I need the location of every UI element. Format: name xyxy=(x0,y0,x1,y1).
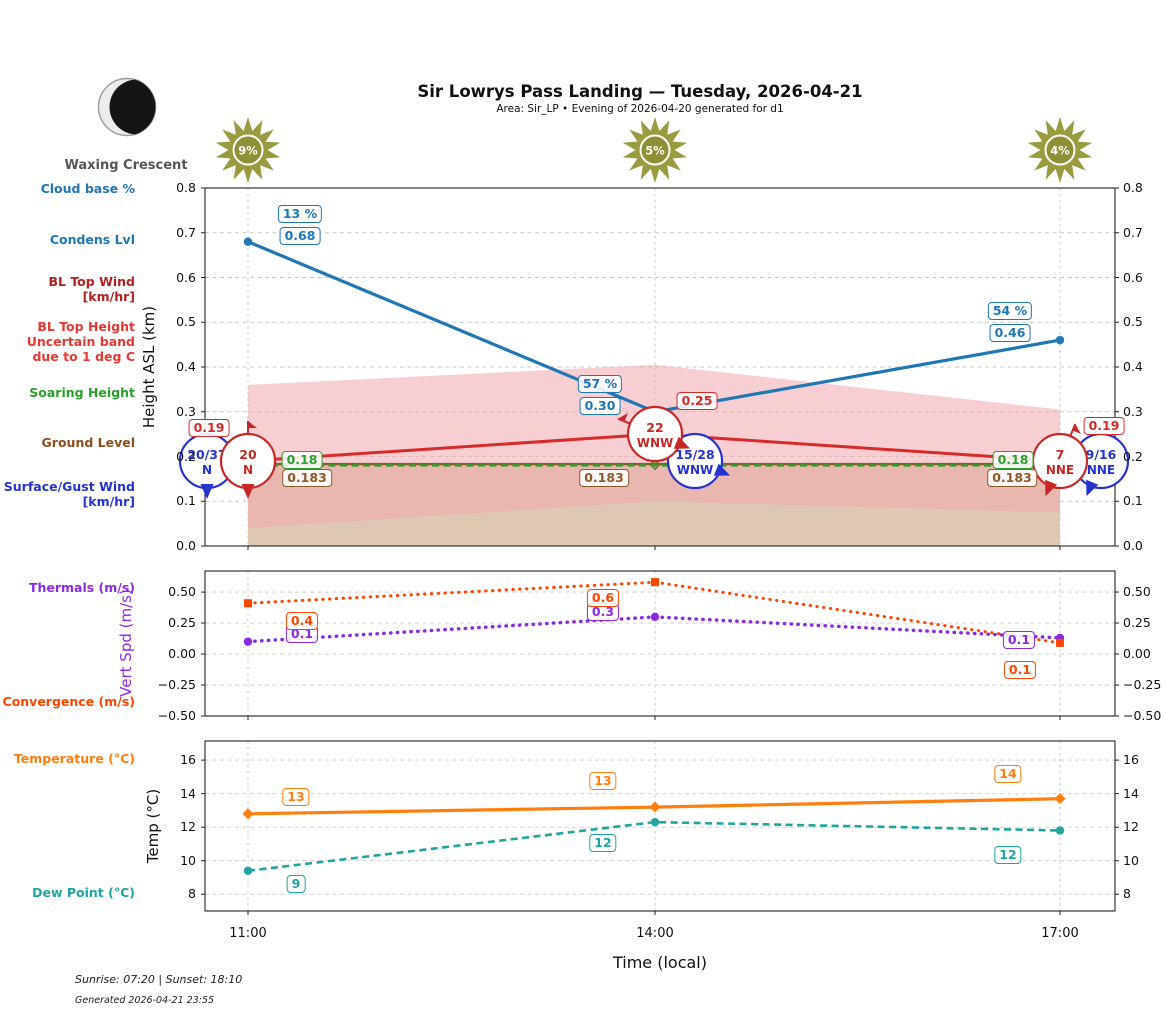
wind-speed-value: 20/37 xyxy=(187,447,226,462)
sun-core xyxy=(1044,134,1076,166)
marker-temperature-1 xyxy=(649,801,661,813)
sun-times-note: Sunrise: 07:20 | Sunset: 18:10 xyxy=(75,973,243,986)
sun-icon-11:00: 9% xyxy=(215,117,281,183)
marker-convergence-0 xyxy=(244,599,252,608)
sun-core xyxy=(639,134,671,166)
wind-direction-arrow xyxy=(1086,479,1099,497)
y-axis-label-vert-spd: Vert Spd (m/s) xyxy=(117,589,135,697)
marker-thermals-0 xyxy=(243,637,253,646)
wind-barb-flag xyxy=(618,413,628,422)
sun-icon-14:00: 5% xyxy=(622,117,688,183)
page-title: Sir Lowrys Pass Landing — Tuesday, 2026-… xyxy=(417,82,863,101)
sun-percent-value: 9% xyxy=(238,144,258,158)
marker-dew-point-1 xyxy=(650,817,660,827)
wind-speed-value: 22 xyxy=(646,420,663,435)
wind-direction-arrow xyxy=(713,463,731,476)
sun-icon-17:00: 4% xyxy=(1027,117,1093,183)
marker-dew-point-0 xyxy=(243,866,253,875)
sun-core xyxy=(232,134,264,166)
sun-percent-value: 4% xyxy=(1050,144,1070,158)
series-line-dew-point xyxy=(247,820,1061,873)
wind-circle-surface-0: 20/37N xyxy=(178,432,236,499)
wind-direction-value: NNE xyxy=(1046,463,1074,477)
wind-circle-bl_top-0: 20N xyxy=(219,421,277,499)
marker-convergence-1 xyxy=(651,578,659,587)
marker-thermals-1 xyxy=(650,612,660,622)
wind-speed-value: 7 xyxy=(1056,447,1065,462)
marker-condens-lvl-2 xyxy=(1055,335,1065,345)
page-subtitle: Area: Sir_LP • Evening of 2026-04-20 gen… xyxy=(496,103,784,115)
generated-timestamp: Generated 2026-04-21 23:55 xyxy=(75,995,215,1006)
wind-speed-value: 15/28 xyxy=(675,447,714,462)
wind-barb-flag xyxy=(248,421,257,428)
moon-dark-disc xyxy=(109,79,156,135)
sun-percent-value: 5% xyxy=(645,144,665,158)
moon-phase-label: Waxing Crescent xyxy=(64,158,188,173)
wind-direction-value: WNW xyxy=(677,463,714,477)
marker-dew-point-2 xyxy=(1055,826,1065,835)
wind-speed-value: 20 xyxy=(239,447,257,462)
wind-direction-arrow xyxy=(241,484,255,499)
y-axis-label-temp: Temp (°C) xyxy=(144,788,162,864)
marker-convergence-2 xyxy=(1056,638,1064,647)
plot-border xyxy=(204,740,1116,912)
y-axis-label-height: Height ASL (km) xyxy=(140,305,158,429)
marker-temperature-0 xyxy=(242,808,254,820)
marker-condens-lvl-0 xyxy=(243,237,253,246)
wind-direction-arrow xyxy=(673,436,691,449)
plot-border xyxy=(204,570,1116,717)
wind-direction-value: N xyxy=(202,463,212,477)
wind-direction-arrow xyxy=(1045,479,1058,497)
marker-temperature-2 xyxy=(1054,793,1066,805)
wind-direction-value: NNE xyxy=(1087,463,1115,477)
wind-speed-value: 9/16 xyxy=(1086,447,1117,462)
wind-barb-flag xyxy=(1072,424,1081,434)
x-axis-label: Time (local) xyxy=(612,953,707,972)
wind-circle-outline xyxy=(626,405,684,463)
wind-direction-value: N xyxy=(243,463,253,477)
wind-direction-value: WNW xyxy=(637,436,674,450)
wind-direction-arrow xyxy=(200,484,214,499)
